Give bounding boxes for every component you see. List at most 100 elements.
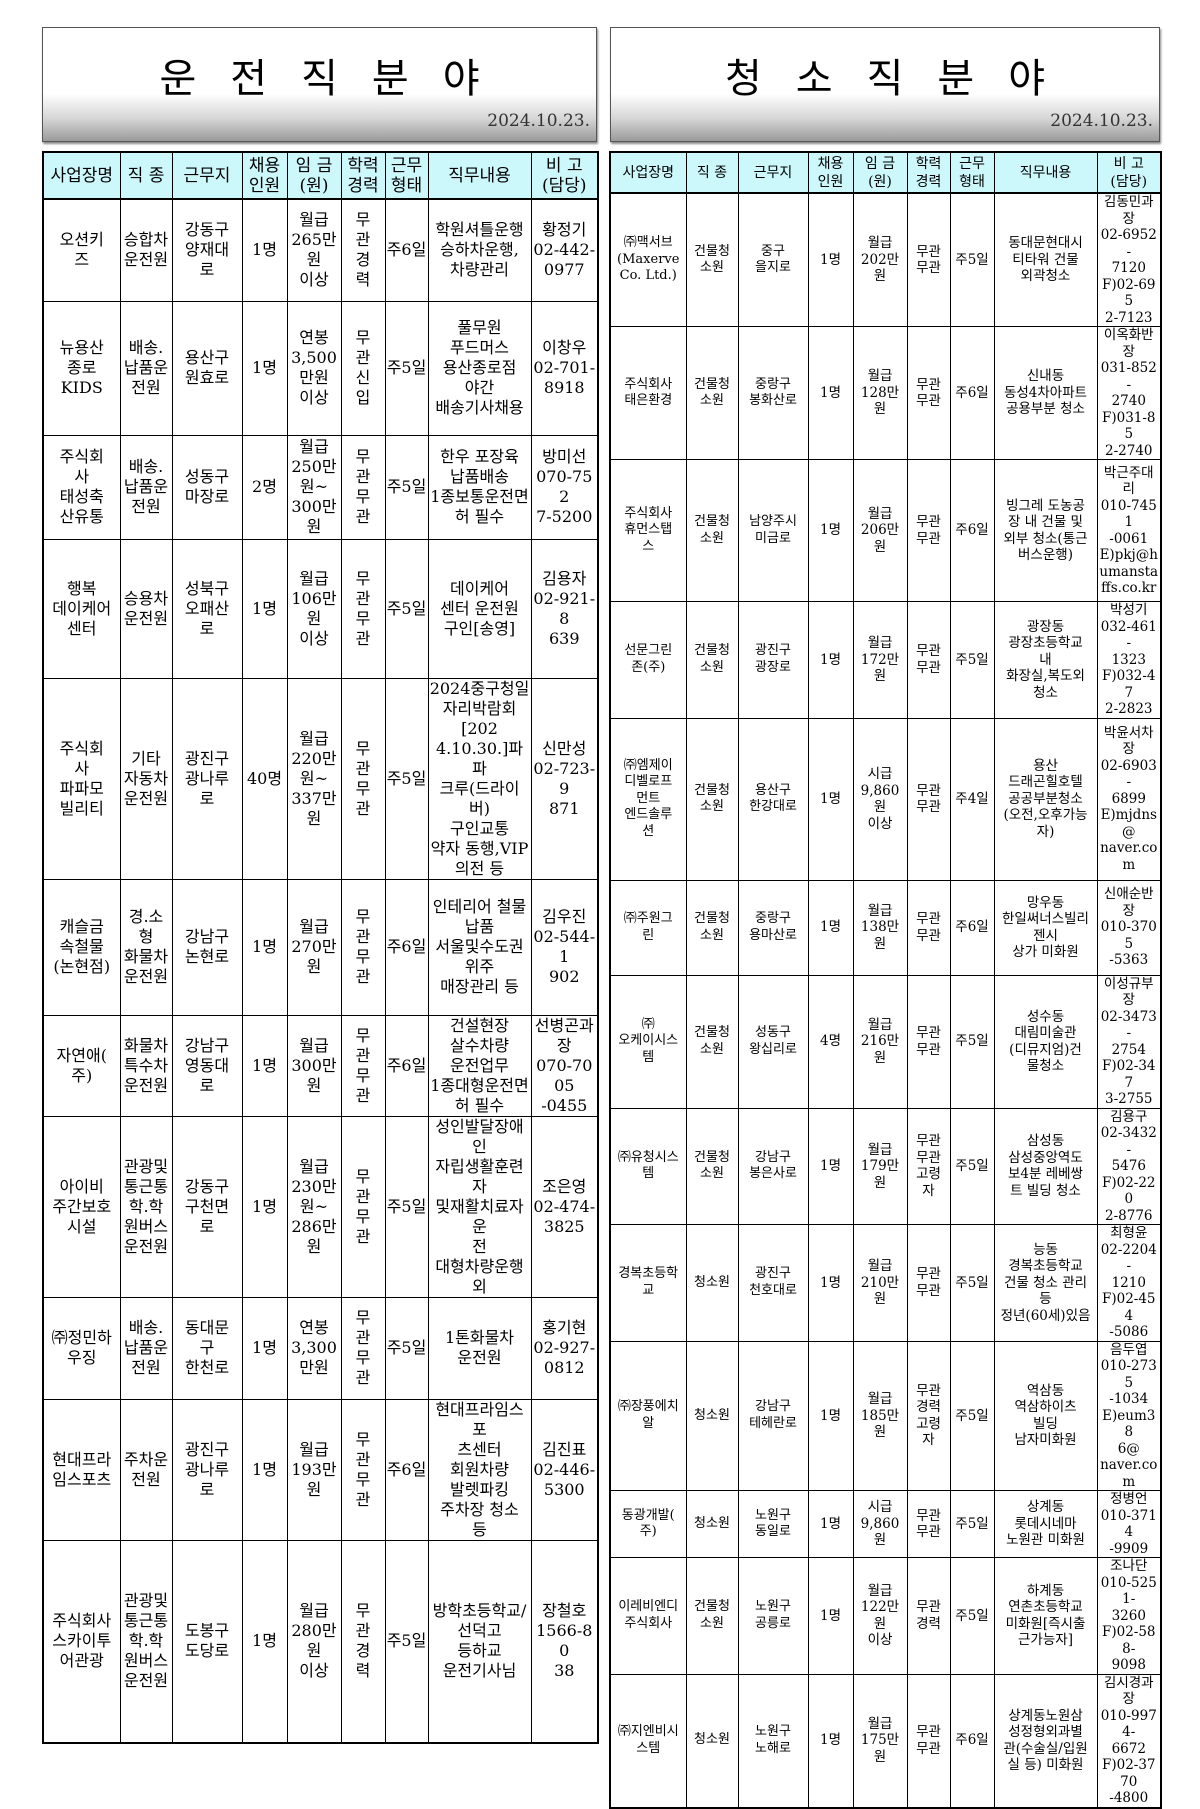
- cell-location: 중구 을지로: [737, 192, 809, 327]
- cell-wage: 월급 122만 원 이상: [852, 1557, 908, 1675]
- cell-education-experience: 무 관 신 입: [340, 300, 386, 436]
- cell-education-experience: 무 관 무 관: [340, 1398, 386, 1541]
- cell-company: 현대프라 임스포츠: [42, 1398, 121, 1541]
- cell-duties: 학원셔틀운행 승하차운행, 차량관리: [427, 198, 532, 302]
- cell-job-type: 건물청 소원: [685, 1107, 739, 1225]
- header-hires: 채용 인원: [807, 151, 854, 194]
- cell-education-experience: 무 관 무 관: [340, 1296, 386, 1400]
- cell-duties: 성인발달장애인 자립생활훈련자 및재활치료자운 전 대형차량운행 외: [427, 1115, 532, 1298]
- cell-company: 캐슬금 속철물 (논현점): [42, 878, 121, 1016]
- cell-work-schedule: 주5일: [949, 1557, 995, 1675]
- cell-location: 강남구 테헤란로: [737, 1340, 809, 1491]
- header-duties: 직무내용: [993, 151, 1098, 194]
- cell-wage: 월급 206만 원: [852, 459, 908, 602]
- cleaning-section-date: 2024.10.23.: [1050, 111, 1153, 131]
- cell-job-type: 건물청 소원: [685, 974, 739, 1109]
- cell-location: 강동구 구천면 로: [171, 1115, 243, 1298]
- cell-duties: 방학초등학교/ 선덕고 등하교 운전기사님: [427, 1539, 532, 1744]
- table-row: 주식회사 스카이투 어관광 관광및 통근통 학.학 원버스 운전원 도봉구 도당로 1…: [42, 1539, 599, 1744]
- table-row: ㈜맥서브 (Maxerve Co. Ltd.) 건물청 소원 중구 을지로 1명 월급 …: [609, 192, 1162, 327]
- cell-duties: 건설현장 살수차량 운전업무 1종대형운전면 허 필수: [427, 1014, 532, 1117]
- cell-duties: 인테리어 철물 납품 서울및수도권 위주 매장관리 등: [427, 878, 532, 1016]
- cell-contact: 이창우 02-701- 8918: [530, 300, 599, 436]
- cell-education-experience: 무관 무관: [906, 192, 951, 327]
- cell-hires: 1명: [807, 601, 854, 719]
- cell-company: ㈜지엔비시 스템: [609, 1673, 687, 1808]
- cell-duties: 상계동 롯데시네마 노원관 미화원: [993, 1490, 1098, 1558]
- cell-contact: 이성규부 장 02-3473- 2754 F)02-347 3-2755: [1096, 974, 1162, 1109]
- cell-education-experience: 무관 무관: [906, 1673, 951, 1808]
- cell-job-type: 화물차 특수차 운전원: [119, 1014, 173, 1117]
- table-row: ㈜유청시스 템 건물청 소원 강남구 봉은사로 1명 월급 179만 원 무관 무관 고령…: [609, 1107, 1162, 1225]
- cell-company: 주식회사 태은환경: [609, 326, 687, 460]
- table-row: 행복 데이케어 센터 승용차 운전원 성북구 오패산 로 1명 월급 106만 원 이상…: [42, 538, 599, 679]
- cell-hires: 1명: [241, 1539, 288, 1744]
- cell-company: ㈜장풍에치 알: [609, 1340, 687, 1491]
- cell-contact: 황정기 02-442- 0977: [530, 198, 599, 302]
- cell-education-experience: 무 관 무 관: [340, 878, 386, 1016]
- cell-contact: 장철호 1566-80 38: [530, 1539, 599, 1744]
- cell-duties: 역삼동 역삼하이츠 빌딩 남자미화원: [993, 1340, 1098, 1491]
- cell-work-schedule: 주6일: [384, 1014, 429, 1117]
- cell-work-schedule: 주5일: [384, 1296, 429, 1400]
- header-duties: 직무내용: [427, 151, 532, 200]
- cell-work-schedule: 주5일: [384, 1115, 429, 1298]
- cell-location: 성동구 마장로: [171, 434, 243, 540]
- cell-contact: 김우진 02-544-1 902: [530, 878, 599, 1016]
- cell-hires: 1명: [241, 538, 288, 679]
- cell-contact: 김시경과장 010-9974- 6672 F)02-3770 -4800: [1096, 1673, 1162, 1808]
- table-row: 선문그린 존(주) 건물청 소원 광진구 광장로 1명 월급 172만 원 무관 무관 주5…: [609, 601, 1162, 719]
- cell-location: 동대문 구 한천로: [171, 1296, 243, 1400]
- cell-duties: 삼성동 삼성중앙역도 보4분 레베쌍 트 빌딩 청소: [993, 1107, 1098, 1225]
- cell-company: ㈜ 오케이시스 템: [609, 974, 687, 1109]
- cell-wage: 시급 9,860 원 이상: [852, 717, 908, 881]
- cell-work-schedule: 주6일: [949, 879, 995, 976]
- cell-work-schedule: 주5일: [949, 1224, 995, 1342]
- cell-education-experience: 무관 무관: [906, 1490, 951, 1558]
- cell-education-experience: 무 관 무 관: [340, 1115, 386, 1298]
- header-job-type: 직 종: [685, 151, 739, 194]
- cell-education-experience: 무관 경력: [906, 1557, 951, 1675]
- cell-education-experience: 무관 무관: [906, 459, 951, 602]
- cell-hires: 1명: [807, 1107, 854, 1225]
- cell-duties: 동대문현대시 티타워 건물 외곽청소: [993, 192, 1098, 327]
- cell-wage: 월급 193만 원: [286, 1398, 342, 1541]
- cell-contact: 박근주대 리 010-7451 -0061 E)pkj@h umansta ff…: [1096, 459, 1162, 602]
- cell-wage: 월급 216만 원: [852, 974, 908, 1109]
- cell-contact: 정병언 010-3714 -9909: [1096, 1490, 1162, 1558]
- header-contact: 비 고 (담당): [530, 151, 599, 200]
- cell-company: 오션키 즈: [42, 198, 121, 302]
- table-row: 캐슬금 속철물 (논현점) 경.소 형 화물차 운전원 강남구 논현로 1명 월급 27…: [42, 878, 599, 1016]
- cell-location: 강남구 영동대 로: [171, 1014, 243, 1117]
- driving-section-date: 2024.10.23.: [487, 111, 590, 131]
- cell-job-type: 건물청 소원: [685, 326, 739, 460]
- cell-job-type: 건물청 소원: [685, 601, 739, 719]
- cell-hires: 1명: [807, 1490, 854, 1558]
- cell-education-experience: 무 관 무 관: [340, 677, 386, 880]
- cell-company: 주식회사 휴먼스탭 스: [609, 459, 687, 602]
- cell-location: 중랑구 봉화산로: [737, 326, 809, 460]
- cell-company: 자연애( 주): [42, 1014, 121, 1117]
- cell-company: 주식회 사 파파모 빌리티: [42, 677, 121, 880]
- cell-company: ㈜정민하 우징: [42, 1296, 121, 1400]
- cell-job-type: 경.소 형 화물차 운전원: [119, 878, 173, 1016]
- table-header-row: 사업장명 직 종 근무지 채용 인원 임 금 (원) 학력 경력 근무 형태 직무내용 비 고 …: [609, 151, 1162, 194]
- cell-duties: 상계동노원삼 성정형외과별 관(수술실/입원 실 등) 미화원: [993, 1673, 1098, 1808]
- table-row: 경복초등학 교 청소원 광진구 천호대로 1명 월급 210만 원 무관 무관 주5일 능동 …: [609, 1224, 1162, 1342]
- cell-contact: 박성기 032-461- 1323 F)032-47 2-2823: [1096, 601, 1162, 719]
- cell-education-experience: 무관 무관: [906, 326, 951, 460]
- cell-company: ㈜맥서브 (Maxerve Co. Ltd.): [609, 192, 687, 327]
- cell-duties: 광장동 광장초등학교 내 화장실,복도외 청소: [993, 601, 1098, 719]
- cell-hires: 1명: [807, 1673, 854, 1808]
- cell-company: 뉴용산 종로 KIDS: [42, 300, 121, 436]
- header-contact: 비 고 (담당): [1096, 151, 1162, 194]
- table-row: 이레비엔디 주식회사 건물청 소원 노원구 공릉로 1명 월급 122만 원 이상 무관 …: [609, 1557, 1162, 1675]
- cell-duties: 1톤화물차 운전원: [427, 1296, 532, 1400]
- cell-work-schedule: 주6일: [949, 459, 995, 602]
- cell-hires: 2명: [241, 434, 288, 540]
- cell-company: 이레비엔디 주식회사: [609, 1557, 687, 1675]
- cell-wage: 연봉 3,500 만원 이상: [286, 300, 342, 436]
- cell-work-schedule: 주5일: [949, 192, 995, 327]
- cell-job-type: 건물청 소원: [685, 879, 739, 976]
